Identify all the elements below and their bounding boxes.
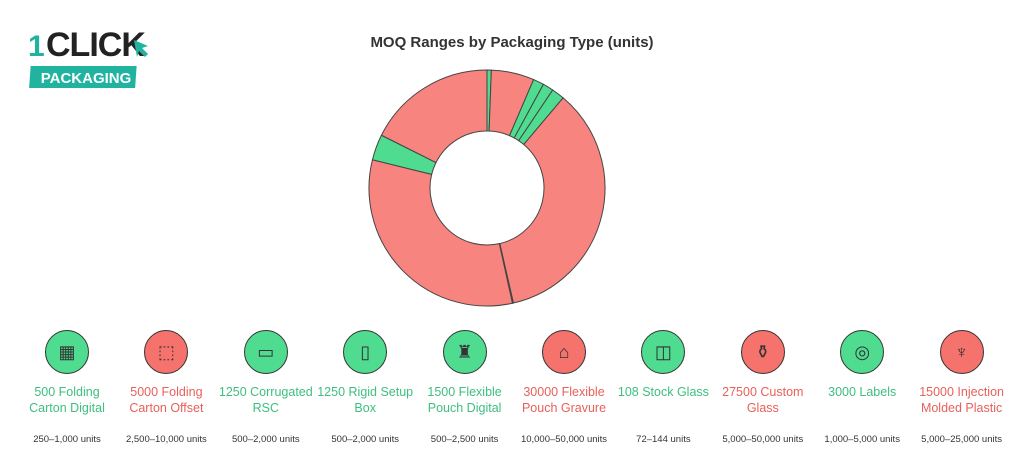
legend-item: ▦ 500 Folding Carton Digital 250–1,000 u… <box>17 330 117 445</box>
molded-plastic-icon: ♆ <box>939 330 984 374</box>
svg-text:CLICK: CLICK <box>46 26 146 64</box>
donut-slice-6 <box>499 97 606 304</box>
svg-text:PACKAGING: PACKAGING <box>41 70 132 87</box>
legend-item: ⌂ 30000 Flexible Pouch Gravure 10,000–50… <box>514 330 614 445</box>
item-label: 1500 Flexible Pouch Digital <box>427 385 502 415</box>
item-label: 108 Stock Glass <box>617 385 709 399</box>
item-range: 500–2,000 units <box>231 434 300 445</box>
item-range: 1,000–5,000 units <box>824 434 900 445</box>
item-range: 2,500–10,000 units <box>125 434 207 445</box>
item-range: 10,000–50,000 units <box>520 434 608 445</box>
vase-icon: ⚱ <box>740 330 785 374</box>
legend-item: ◫ 108 Stock Glass 72–144 units <box>613 330 713 445</box>
legend-item: ◎ 3000 Labels 1,000–5,000 units <box>812 330 912 445</box>
pouch-bag-icon: ♜ <box>442 330 487 374</box>
rigid-box-icon: ▯ <box>343 330 388 374</box>
donut-slice-8 <box>368 159 514 307</box>
item-range: 72–144 units <box>636 434 691 445</box>
legend-item: ▭ 1250 Corrugated RSC 500–2,000 units <box>216 330 316 445</box>
item-label: 1250 Rigid Setup Box <box>317 385 414 415</box>
legend-item: ⬚ 5000 Folding Carton Offset 2,500–10,00… <box>116 330 216 445</box>
donut-slice-10 <box>380 69 488 164</box>
item-label: 3000 Labels <box>828 385 897 399</box>
robot-carton-icon: ▦ <box>45 330 89 374</box>
item-label: 500 Folding Carton Digital <box>29 385 105 415</box>
item-label: 5000 Folding Carton Offset <box>129 385 204 415</box>
item-range: 500–2,000 units <box>331 434 399 445</box>
one-click-packaging-logo: 1 CLICK PACKAGING <box>28 26 148 88</box>
chart-title: MOQ Ranges by Packaging Type (units) <box>370 34 654 51</box>
cardboard-box-icon: ▭ <box>243 330 288 374</box>
svg-text:1: 1 <box>28 30 45 63</box>
item-range: 5,000–50,000 units <box>722 434 804 445</box>
legend-item: ♆ 15000 Injection Molded Plastic 5,000–2… <box>912 330 1012 445</box>
label-roll-icon: ◎ <box>840 330 885 374</box>
legend-item: ▯ 1250 Rigid Setup Box 500–2,000 units <box>315 330 415 445</box>
item-label: 15000 Injection Molded Plastic <box>919 385 1004 415</box>
item-label: 1250 Corrugated RSC <box>218 385 313 415</box>
box-dimensions-icon: ⬚ <box>144 330 189 374</box>
gravure-press-icon: ⌂ <box>542 330 586 374</box>
item-label: 27500 Custom Glass <box>722 385 804 415</box>
item-range: 5,000–25,000 units <box>921 434 1002 445</box>
donut-chart <box>368 69 606 307</box>
item-label: 30000 Flexible Pouch Gravure <box>521 385 607 415</box>
item-range: 250–1,000 units <box>33 434 101 445</box>
item-range: 500–2,500 units <box>430 434 499 445</box>
legend-item: ♜ 1500 Flexible Pouch Digital 500–2,500 … <box>415 330 515 445</box>
legend-item: ⚱ 27500 Custom Glass 5,000–50,000 units <box>713 330 813 445</box>
glass-jar-icon: ◫ <box>641 330 686 374</box>
